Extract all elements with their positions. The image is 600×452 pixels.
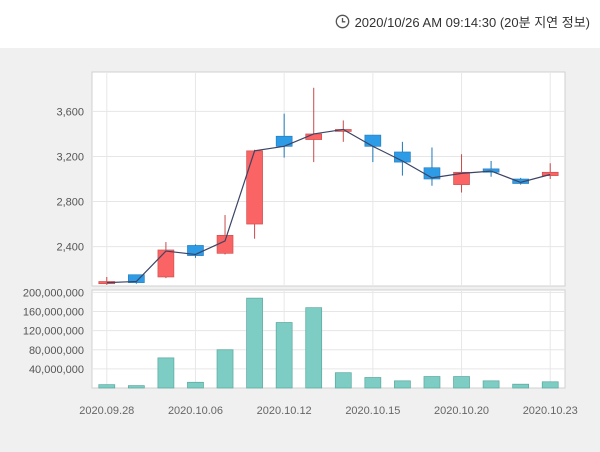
x-tick-label: 2020.10.15 xyxy=(345,405,400,417)
x-tick-label: 2020.10.12 xyxy=(257,405,312,417)
volume-bar xyxy=(512,383,530,389)
volume-bar xyxy=(275,322,293,389)
price-tick-label: 3,200 xyxy=(56,151,84,163)
x-tick-label: 2020.09.28 xyxy=(79,405,134,417)
volume-tick-label: 120,000,000 xyxy=(23,326,84,338)
volume-bar xyxy=(216,349,234,389)
volume-tick-label: 200,000,000 xyxy=(23,287,84,299)
price-tick-label: 3,600 xyxy=(56,106,84,118)
volume-tick-label: 80,000,000 xyxy=(29,345,84,357)
volume-bar xyxy=(305,307,323,389)
candle-body xyxy=(541,171,559,176)
candle-body xyxy=(246,150,263,225)
volume-bar xyxy=(157,357,175,389)
volume-bar xyxy=(541,381,559,389)
x-tick-label: 2020.10.20 xyxy=(434,405,489,417)
candle-body xyxy=(453,171,470,185)
volume-bar xyxy=(423,376,441,389)
price-tick-label: 2,800 xyxy=(56,197,84,209)
price-tick-label: 2,400 xyxy=(56,242,84,254)
volume-bar xyxy=(394,380,411,389)
timestamp-text: 2020/10/26 AM 09:14:30 (20분 지연 정보) xyxy=(354,14,590,30)
volume-bar xyxy=(364,377,382,389)
volume-bar xyxy=(453,376,470,389)
volume-bar xyxy=(482,380,500,389)
candle-body xyxy=(364,134,382,147)
volume-bar xyxy=(246,297,263,389)
stock-chart: 2,400 2,800 3,200 3,600 40,000,000 80,000,000… xyxy=(23,71,578,417)
x-tick-label: 2020.10.23 xyxy=(523,405,578,417)
volume-bar xyxy=(127,385,145,389)
candle-body xyxy=(275,135,293,147)
chart-panel: 2,400 2,800 3,200 3,600 40,000,000 80,000,000… xyxy=(0,48,600,452)
volume-bar xyxy=(334,372,352,389)
candle-body xyxy=(512,178,529,184)
candle-body xyxy=(157,249,175,278)
clock-icon xyxy=(335,14,349,28)
candle-body xyxy=(216,235,234,254)
candle-body xyxy=(128,274,145,283)
volume-bar xyxy=(98,384,116,389)
x-tick-label: 2020.10.06 xyxy=(168,405,223,417)
volume-tick-label: 160,000,000 xyxy=(23,307,84,319)
volume-tick-label: 40,000,000 xyxy=(29,364,84,376)
volume-bar xyxy=(187,381,204,389)
timestamp-bar: 2020/10/26 AM 09:14:30 (20분 지연 정보) xyxy=(335,10,590,32)
moving-average-line xyxy=(106,128,551,284)
